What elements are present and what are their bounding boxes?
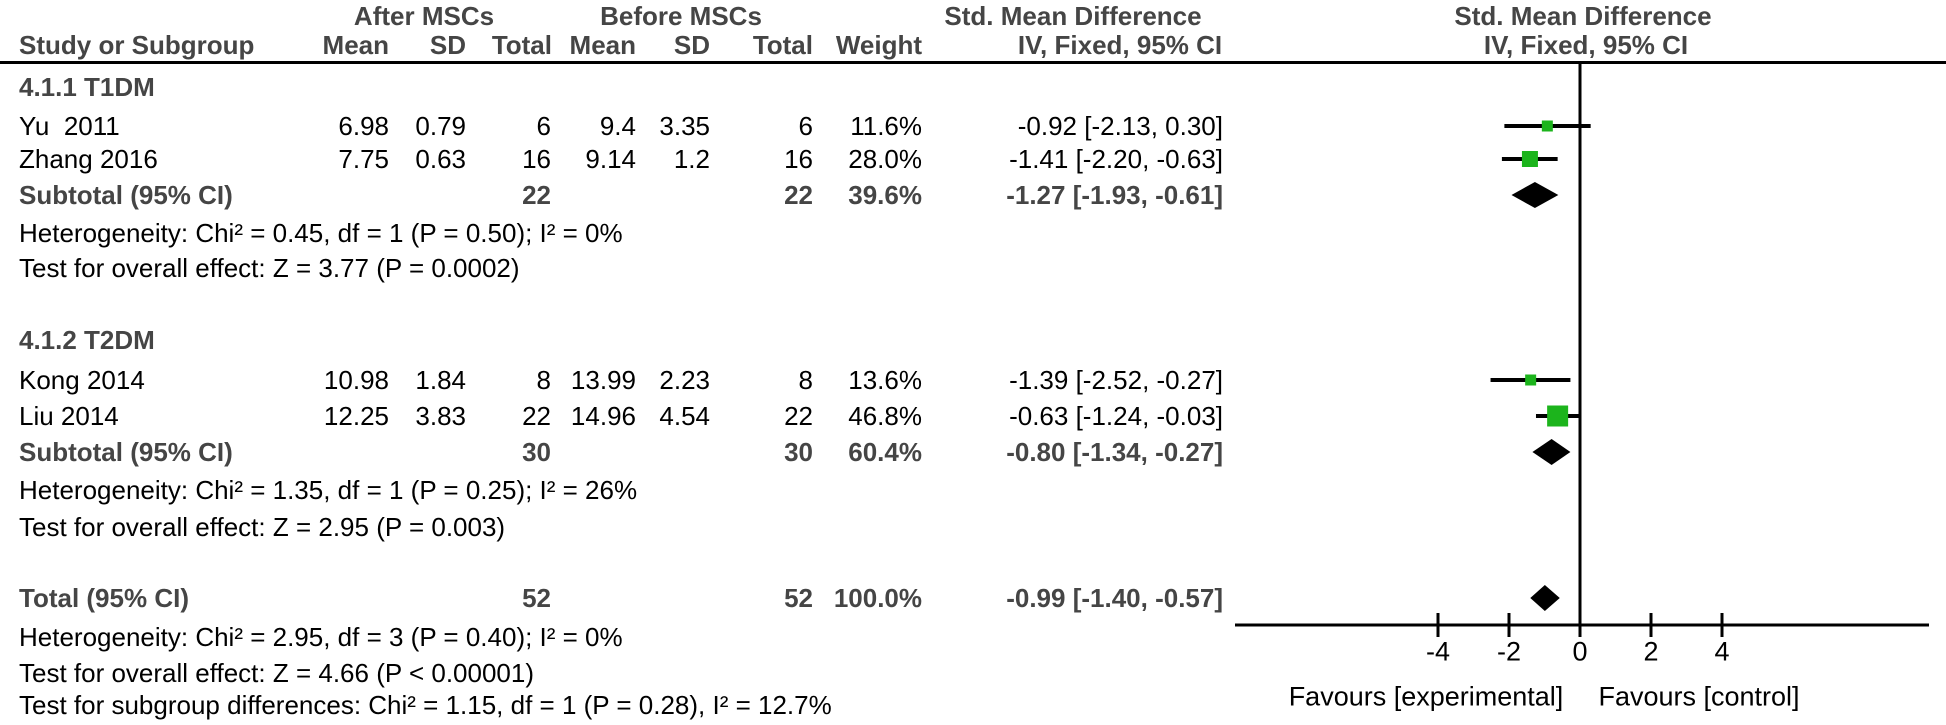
ci-method-header-right: IV, Fixed, 95% CI <box>1483 30 1689 60</box>
study-row-ci-text: -0.92 [-2.13, 0.30] <box>1017 111 1223 141</box>
subtotal-row-ci-text: -1.27 [-1.93, -0.61] <box>1006 180 1223 210</box>
study-row-ci-text: -1.39 [-2.52, -0.27] <box>1009 365 1223 395</box>
heterogeneity-text: Heterogeneity: Chi² = 1.35, df = 1 (P = … <box>19 475 638 505</box>
subtotal-diamond <box>1532 439 1571 465</box>
subtotal-diamond <box>1511 182 1559 208</box>
study-row-before-total: 8 <box>798 365 813 395</box>
axis-tick <box>1507 613 1511 637</box>
zero-reference-line <box>1578 62 1582 637</box>
study-row-before-total: 6 <box>798 111 813 141</box>
column-group-after-header: After MSCs <box>353 1 495 31</box>
study-row-weight: 46.8% <box>848 401 922 431</box>
after-mean-column-header: Mean <box>322 30 389 60</box>
favours-experimental-label: Favours [experimental] <box>1288 681 1564 712</box>
axis-tick-label: 2 <box>1643 636 1659 667</box>
axis-tick <box>1578 613 1582 637</box>
study-row-after-sd: 3.83 <box>415 401 466 431</box>
subtotal-row-before-total: 30 <box>784 437 813 467</box>
axis-tick-label: 0 <box>1572 636 1588 667</box>
subtotal-row-after-total: 30 <box>522 437 551 467</box>
total-row-ci-text: -0.99 [-1.40, -0.57] <box>1006 583 1223 613</box>
study-row-after-mean: 10.98 <box>323 365 389 395</box>
subgroup-heading: 4.1.2 T2DM <box>19 325 155 355</box>
axis-tick-label: -4 <box>1425 636 1451 667</box>
smd-header-right: Std. Mean Difference <box>1454 1 1712 31</box>
before-mean-column-header: Mean <box>569 30 636 60</box>
before-sd-column-header: SD <box>673 30 710 60</box>
total-overall-effect-text: Test for overall effect: Z = 4.66 (P < 0… <box>19 658 534 688</box>
subtotal-row-weight: 39.6% <box>848 180 922 210</box>
study-row-after-total: 16 <box>522 144 551 174</box>
total-row-label: Total (95% CI) <box>19 583 189 613</box>
total-row-weight: 100.0% <box>833 583 922 613</box>
study-row-after-sd: 0.63 <box>415 144 466 174</box>
study-row-before-total: 16 <box>784 144 813 174</box>
subgroup-heading: 4.1.1 T1DM <box>19 72 155 102</box>
effect-square <box>1547 405 1569 427</box>
subtotal-row-label: Subtotal (95% CI) <box>19 437 233 467</box>
axis-tick-label: 4 <box>1714 636 1730 667</box>
study-row-weight: 11.6% <box>850 111 922 141</box>
study-row-before-total: 22 <box>784 401 813 431</box>
header-underline <box>0 61 1946 64</box>
overall-effect-text: Test for overall effect: Z = 3.77 (P = 0… <box>19 253 520 283</box>
column-group-before-header: Before MSCs <box>600 1 762 31</box>
study-row-ci-text: -0.63 [-1.24, -0.03] <box>1009 401 1223 431</box>
study-row-before-mean: 14.96 <box>570 401 636 431</box>
weight-column-header: Weight <box>835 30 922 60</box>
axis-tick <box>1720 613 1724 637</box>
subtotal-row-after-total: 22 <box>522 180 551 210</box>
study-row-before-mean: 9.14 <box>585 144 636 174</box>
x-axis-line <box>1235 623 1929 627</box>
subtotal-row-weight: 60.4% <box>848 437 922 467</box>
smd-header-left: Std. Mean Difference <box>944 1 1202 31</box>
study-row-after-mean: 6.98 <box>338 111 389 141</box>
axis-tick <box>1649 613 1653 637</box>
effect-square <box>1521 151 1538 167</box>
subtotal-row-label: Subtotal (95% CI) <box>19 180 233 210</box>
study-row-label: Liu 2014 <box>19 401 119 431</box>
effect-square <box>1525 374 1537 386</box>
study-row-label: Yu 2011 <box>19 111 120 141</box>
after-total-column-header: Total <box>491 30 552 60</box>
total-row-before-total: 52 <box>784 583 813 613</box>
study-column-header: Study or Subgroup <box>19 30 255 60</box>
study-row-before-sd: 1.2 <box>673 144 710 174</box>
study-row-weight: 28.0% <box>848 144 922 174</box>
axis-tick <box>1436 613 1440 637</box>
subtotal-row-ci-text: -0.80 [-1.34, -0.27] <box>1006 437 1223 467</box>
study-row-after-sd: 1.84 <box>415 365 466 395</box>
study-row-after-mean: 7.75 <box>338 144 389 174</box>
total-row-after-total: 52 <box>522 583 551 613</box>
study-row-label: Zhang 2016 <box>19 144 158 174</box>
study-row-after-mean: 12.25 <box>323 401 389 431</box>
heterogeneity-text: Heterogeneity: Chi² = 0.45, df = 1 (P = … <box>19 218 623 248</box>
study-row-before-sd: 2.23 <box>659 365 710 395</box>
study-row-after-total: 6 <box>536 111 551 141</box>
axis-tick-label: -2 <box>1496 636 1522 667</box>
ci-method-header-left: IV, Fixed, 95% CI <box>1017 30 1223 60</box>
study-row-before-sd: 4.54 <box>659 401 710 431</box>
study-row-before-mean: 13.99 <box>570 365 636 395</box>
overall-effect-text: Test for overall effect: Z = 2.95 (P = 0… <box>19 512 506 542</box>
study-row-after-total: 8 <box>536 365 551 395</box>
subgroup-differences-text: Test for subgroup differences: Chi² = 1.… <box>19 690 832 720</box>
study-row-ci-text: -1.41 [-2.20, -0.63] <box>1009 144 1223 174</box>
subtotal-row-before-total: 22 <box>784 180 813 210</box>
total-diamond <box>1530 585 1560 611</box>
study-row-before-sd: 3.35 <box>659 111 710 141</box>
study-row-after-sd: 0.79 <box>415 111 466 141</box>
total-heterogeneity-text: Heterogeneity: Chi² = 2.95, df = 3 (P = … <box>19 622 623 652</box>
before-total-column-header: Total <box>752 30 813 60</box>
after-sd-column-header: SD <box>429 30 466 60</box>
effect-square <box>1541 120 1553 132</box>
favours-control-label: Favours [control] <box>1598 681 1800 712</box>
study-row-weight: 13.6% <box>848 365 922 395</box>
study-row-after-total: 22 <box>522 401 551 431</box>
study-row-label: Kong 2014 <box>19 365 145 395</box>
study-row-before-mean: 9.4 <box>599 111 636 141</box>
